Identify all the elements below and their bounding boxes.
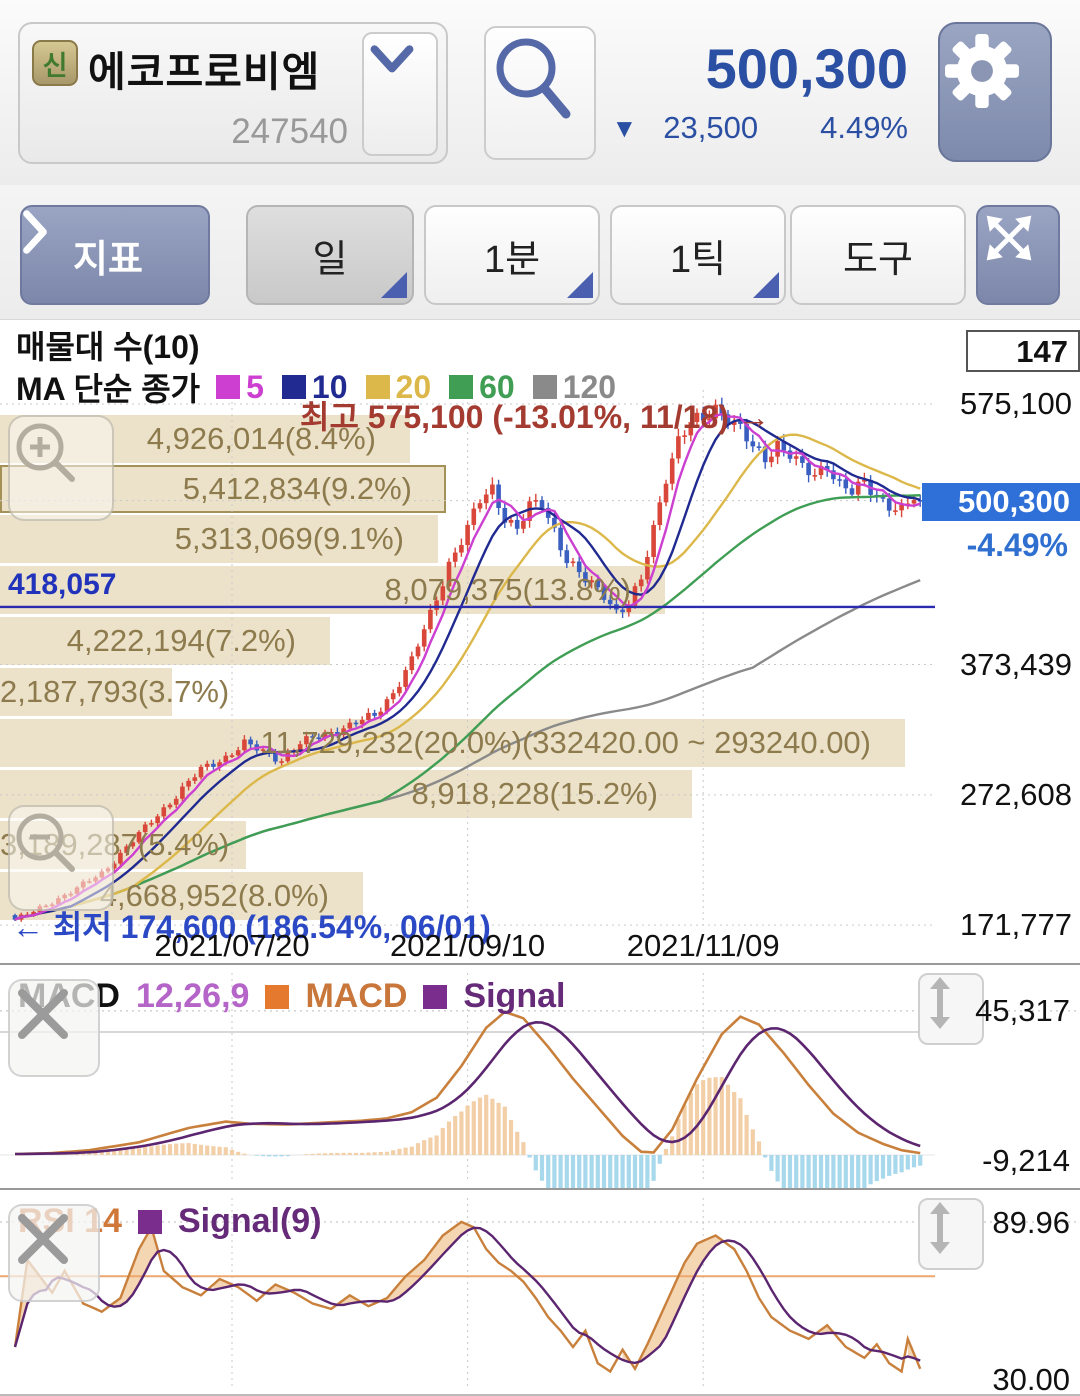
zoom-in-button[interactable] (8, 415, 114, 521)
rsi-chart-svg (0, 1198, 1080, 1390)
period-1tick-label: 1틱 (669, 238, 727, 281)
macd-chart-svg (0, 973, 1080, 1188)
ma-color-swatch (532, 375, 557, 399)
macd-min-label: -9,214 (982, 1143, 1070, 1178)
rsi-min-label: 30.00 (992, 1362, 1070, 1396)
period-1min-label: 1분 (483, 238, 541, 281)
rsi-vscale-button[interactable] (918, 1198, 984, 1270)
macd-line-label: MACD (305, 977, 408, 1015)
y-axis-label: 272,608 (959, 776, 1072, 812)
volume-profile-label: 11,729,232(20.0%)(332420.00 ~ 293240.00) (260, 725, 871, 760)
stock-dropdown-button[interactable] (362, 32, 438, 156)
ma-legend-items: 5 10 20 60 120 (216, 369, 616, 406)
stock-code: 247540 (231, 112, 348, 151)
macd-vscale-button[interactable] (918, 973, 984, 1045)
stock-name: 에코프로비엠 (88, 49, 321, 95)
volume-profile-label: 8,079,375(13.8%) (384, 572, 631, 607)
period-1tick-button[interactable]: 1틱 (610, 205, 786, 305)
x-axis-label: 2021/09/10 (390, 928, 546, 963)
search-button[interactable] (484, 26, 596, 160)
volume-profile-label: 8,918,228(15.2%) (411, 776, 658, 811)
volume-profile-title: 매물대 수(10) (16, 329, 200, 365)
toolbar: 지표 일 1분 1틱 도구 (0, 185, 1080, 320)
ma-period-label: 60 (479, 368, 515, 405)
candlestick-chart-svg (0, 390, 935, 926)
macd-max-label: 45,317 (975, 993, 1070, 1028)
volume-profile-label: 5,313,069(9.1%) (174, 521, 404, 556)
current-change-badge: -4.49% (966, 527, 1068, 563)
ma-period-label: 120 (562, 368, 617, 405)
ma-legend-item: 20 (365, 368, 432, 406)
volume-profile-label: 5,412,834(9.2%) (182, 471, 412, 506)
dropdown-corner-icon (381, 272, 407, 298)
macd-params: 12,26,9 (135, 977, 250, 1015)
change-value: 23,500 (663, 110, 759, 145)
ma-period-label: 5 (246, 368, 264, 405)
x-axis-label: 2021/11/09 (626, 928, 780, 963)
macd-close-button[interactable] (8, 979, 100, 1077)
highest-price-annotation: 최고 575,100 (-13.01%, 11/18) → (300, 399, 770, 435)
zoom-out-button[interactable] (8, 805, 114, 911)
dropdown-corner-icon (753, 272, 779, 298)
rsi-max-label: 89.96 (992, 1205, 1070, 1240)
volume-profile-label: 2,187,793(3.7%) (0, 674, 230, 709)
rsi-panel: RSI 14 Signal(9) 89.96 30.00 (0, 1188, 1080, 1396)
macd-panel: MACD 12,26,9 MACD Signal 45,317 -9,214 (0, 963, 1080, 1188)
tools-button[interactable]: 도구 (790, 205, 966, 305)
ma-color-swatch (281, 375, 306, 399)
rsi-signal-swatch (137, 1209, 162, 1234)
new-stock-badge: 신 (32, 40, 78, 86)
level-line-label: 418,057 (8, 568, 117, 601)
macd-signal-label: Signal (463, 977, 566, 1015)
y-axis-label: 373,439 (959, 646, 1072, 682)
ma-legend-item: 10 (281, 368, 348, 406)
ma-legend-item: 60 (449, 369, 515, 406)
current-price: 500,300 (705, 37, 908, 100)
indicator-button[interactable]: 지표 (20, 205, 210, 305)
volume-profile-label: 4,926,014(8.4%) (146, 421, 376, 456)
period-day-button[interactable]: 일 (246, 205, 414, 305)
volume-profile-bar (0, 668, 172, 716)
macd-signal-swatch (423, 984, 448, 1009)
ma-color-swatch (365, 375, 390, 399)
macd-header: MACD 12,26,9 MACD Signal (18, 977, 565, 1016)
ma-legend-title: MA 단순 종가 (16, 371, 201, 407)
volume-profile-bar (0, 719, 905, 767)
visible-bar-count: 147 (966, 330, 1080, 372)
macd-line-swatch (265, 984, 290, 1009)
volume-profile-label: 4,222,194(7.2%) (66, 623, 296, 658)
period-1min-button[interactable]: 1분 (424, 205, 600, 305)
volume-profile-bar (0, 515, 438, 563)
main-price-chart: 4,926,014(8.4%) 5,412,834(9.2%) 5,313,069(… (0, 320, 1080, 965)
y-axis-label: 171,777 (959, 907, 1072, 943)
indicator-label: 지표 (73, 238, 143, 281)
price-change-row: ▼ 23,500 4.49% (448, 110, 908, 146)
down-triangle-icon: ▼ (611, 112, 638, 143)
dropdown-corner-icon (567, 272, 593, 298)
stock-selector[interactable]: 신 에코프로비엠 247540 (18, 22, 448, 164)
current-price-badge: 500,300 (922, 483, 1080, 521)
change-percent: 4.49% (820, 110, 908, 145)
rsi-signal-label: Signal(9) (177, 1202, 322, 1240)
period-day-label: 일 (312, 238, 348, 281)
fullscreen-button[interactable] (976, 205, 1060, 305)
ma-period-label: 20 (395, 368, 432, 405)
x-axis-label: 2021/07/20 (154, 928, 310, 963)
tools-label: 도구 (843, 238, 913, 281)
volume-profile-bar (0, 617, 330, 665)
ma-legend-item: 120 (532, 368, 617, 406)
ma-color-swatch (449, 375, 474, 399)
y-axis-label: 575,100 (959, 386, 1072, 421)
volume-profile-label: 4,668,952(8.0%) (99, 878, 329, 913)
header: 신 에코프로비엠 247540 500,300 ▼ 23,500 4.49% (0, 0, 1080, 185)
ma-period-label: 10 (311, 368, 348, 405)
settings-button[interactable] (938, 22, 1052, 162)
ma-color-swatch (216, 375, 241, 399)
rsi-close-button[interactable] (8, 1204, 100, 1302)
lowest-price-annotation: ← 최저 174,600 (186.54%, 06/01) (12, 909, 491, 945)
ma-legend: MA 단순 종가 5 10 20 60 120 (16, 364, 616, 410)
ma-legend-item: 5 (216, 369, 264, 406)
